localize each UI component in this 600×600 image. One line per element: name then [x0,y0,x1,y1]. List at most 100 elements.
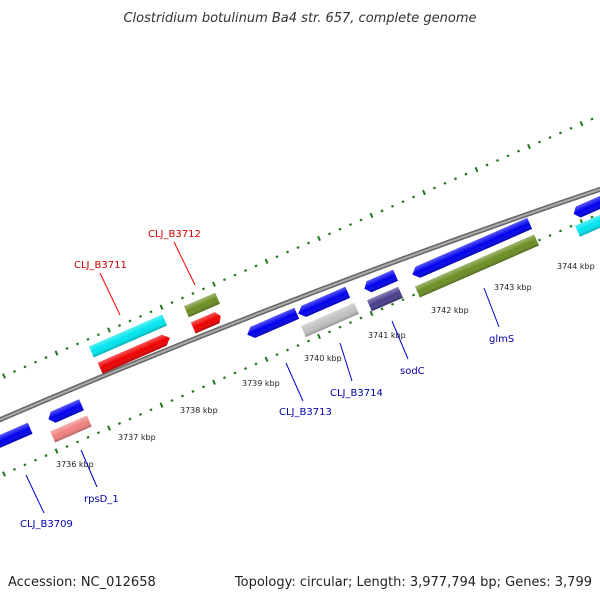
inner-tick [338,325,342,329]
inner-tick [411,293,416,297]
gene-label-rpsd1[interactable]: rpsD_1 [84,494,119,505]
outer-tick [23,365,27,369]
leader-line-glms [483,287,500,328]
outer-tick [485,163,489,167]
scale-label: 3738 kbp [180,406,218,415]
outer-tick [275,255,279,259]
outer-tick [548,136,552,139]
feature-blue-3714[interactable] [296,286,351,320]
inner-tick [33,458,38,462]
feature-olive-3712[interactable] [184,292,220,318]
outer-tick [558,131,563,135]
scale-label: 3740 kbp [304,354,342,363]
gene-label-clj-b3714[interactable]: CLJ_B3714 [330,388,383,399]
genome-backbone [0,186,600,423]
feature-blue-3713[interactable] [245,307,300,341]
outer-tick [149,310,153,314]
inner-tick [201,385,206,389]
inner-tick [359,316,363,320]
gene-label-clj-b3711[interactable]: CLJ_B3711 [74,260,127,271]
feature-blue-right-edge[interactable] [571,190,600,219]
feature-indigo-sodc[interactable] [367,286,403,312]
outer-tick [285,250,290,254]
outer-tick [369,212,374,219]
scale-label: 3741 kbp [368,331,406,340]
gene-label-clj-b3712[interactable]: CLJ_B3712 [148,229,201,240]
outer-tick-track [2,117,594,379]
inner-tick [233,371,237,375]
inner-tick [285,348,290,352]
outer-tick [96,333,101,337]
outer-tick [359,218,363,222]
backbone-outline [0,186,600,423]
leader-line-3713 [285,362,304,402]
inner-tick [96,431,101,435]
label-leader-lines [25,241,500,514]
gene-label-sodc[interactable]: sodC [400,366,425,377]
inner-tick [75,440,80,444]
inner-tick [401,298,405,302]
outer-tick [306,241,311,245]
inner-tick [65,445,69,448]
inner-tick [558,229,563,233]
feature-red-3712[interactable] [190,310,223,334]
feature-cyan-right-edge[interactable] [575,209,600,237]
outer-tick [495,158,500,162]
outer-tick [212,281,216,287]
feature-cyan-rrna[interactable] [88,314,168,358]
outer-tick [107,327,111,333]
inner-tick [590,215,594,219]
gene-label-glms[interactable]: glmS [489,334,514,345]
outer-tick [464,172,468,176]
outer-tick [411,195,416,199]
outer-tick [12,369,17,373]
inner-tick [170,399,174,403]
scale-label: 3736 kbp [56,460,94,469]
inner-tick [86,435,90,439]
feature-blue-glms[interactable] [410,217,533,280]
leader-line-3709 [25,474,45,514]
backbone-highlight [0,188,600,421]
outer-tick [569,126,573,130]
outer-tick [191,291,195,295]
feature-gray-3714[interactable] [301,302,359,338]
outer-tick [86,337,90,341]
topology-text: Topology: circular; Length: 3,977,794 bp… [234,575,592,590]
inner-tick [12,467,17,471]
feature-blue-3709[interactable] [46,399,84,424]
outer-tick [75,342,80,346]
outer-tick [254,264,258,268]
outer-tick [338,227,342,231]
inner-tick [537,238,542,242]
outer-tick [380,209,384,213]
gene-label-clj-b3709[interactable]: CLJ_B3709 [20,519,73,530]
outer-tick [474,166,479,173]
outer-tick [453,177,458,181]
outer-tick [201,287,206,291]
inner-tick [254,362,258,366]
feature-red-trna-3711[interactable] [97,332,172,374]
feature-olive-glms[interactable] [415,234,539,298]
outer-tick [590,117,594,121]
scale-label-group: 3736 kbp 3737 kbp 3738 kbp 3739 kbp 3740 kbp… [56,262,595,469]
inner-tick [306,339,311,343]
inner-tick [149,408,153,412]
feature-blue-left-edge[interactable] [0,422,33,453]
feature-blue-sodc[interactable] [362,269,398,295]
feature-pink-rpsd1[interactable] [50,415,92,443]
outer-tick [138,314,143,318]
outer-tick [117,324,122,327]
outer-tick [527,143,531,150]
outer-tick [327,232,332,236]
scale-label: 3743 kbp [494,283,532,292]
outer-tick [243,269,248,272]
outer-tick [54,350,59,356]
outer-tick [128,319,132,323]
leader-line-3712 [173,241,196,286]
inner-tick [117,422,122,425]
inner-tick [296,344,300,348]
inner-tick [380,307,384,311]
gene-label-clj-b3713[interactable]: CLJ_B3713 [279,407,332,418]
inner-tick [107,425,111,431]
inner-tick [548,234,552,237]
